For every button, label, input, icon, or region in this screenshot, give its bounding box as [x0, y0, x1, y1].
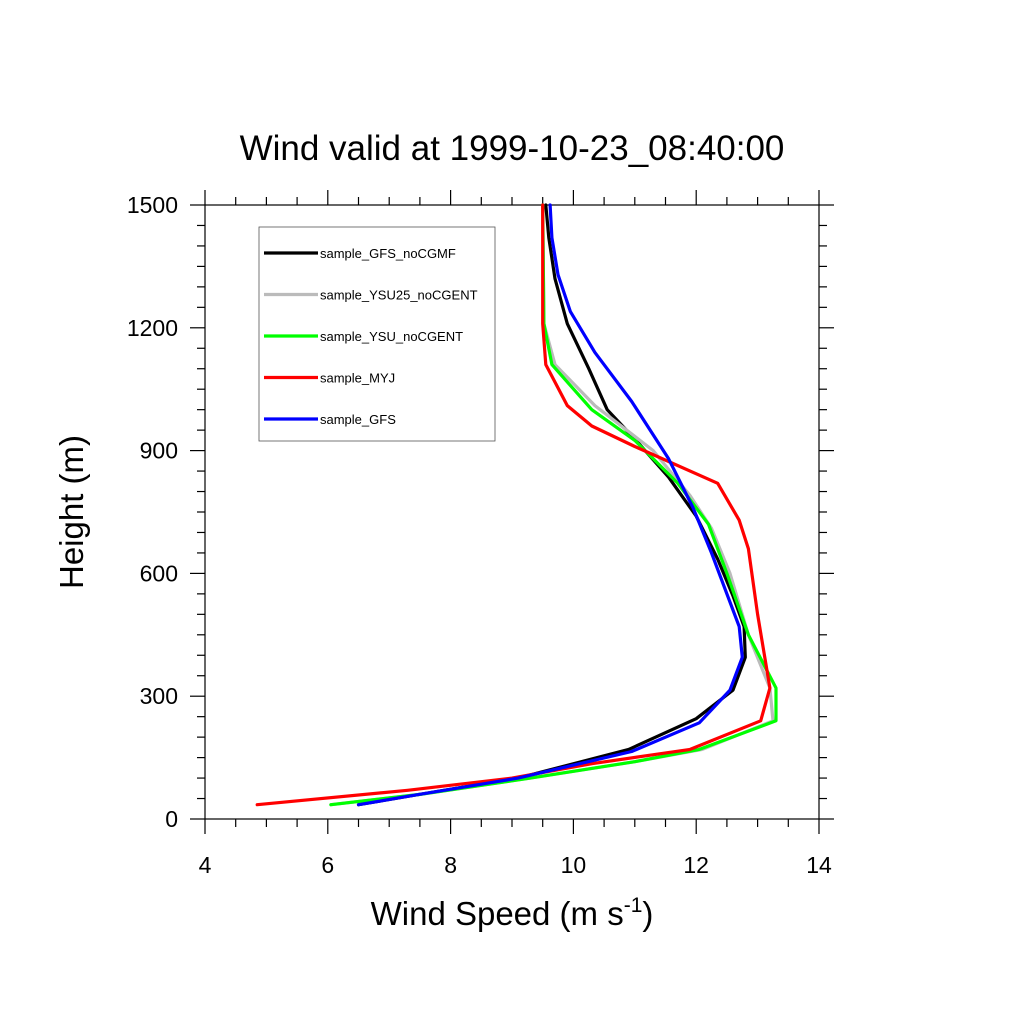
y-tick-label: 900 — [140, 438, 178, 464]
chart-title: Wind valid at 1999-10-23_08:40:00 — [240, 129, 785, 168]
legend-label: sample_YSU_noCGENT — [320, 329, 463, 344]
axis-ticks: 4 6 8 10 12 14 0 300 600 900 1200 1500 — [127, 190, 834, 878]
x-tick-label: 12 — [683, 852, 709, 878]
y-tick-label: 1500 — [127, 192, 178, 218]
x-axis-label-main: Wind Speed (m s — [371, 895, 624, 932]
y-tick-label: 600 — [140, 560, 178, 586]
series-group — [255, 203, 778, 807]
x-axis-label: Wind Speed (m s-1) — [371, 894, 654, 932]
x-tick-label: 10 — [561, 852, 587, 878]
legend-box — [258, 226, 496, 442]
y-tick-label: 1200 — [127, 315, 178, 341]
x-axis-label-sup: -1 — [624, 894, 643, 917]
x-tick-label: 6 — [321, 852, 334, 878]
legend-label: sample_GFS — [320, 412, 396, 427]
x-tick-label: 4 — [199, 852, 212, 878]
series-line-sample_YSU_noCGENT — [329, 203, 778, 807]
legend-label: sample_YSU25_noCGENT — [320, 288, 478, 303]
series-line-sample_GFS_noCGMF — [356, 203, 747, 807]
x-tick-label: 8 — [444, 852, 457, 878]
series-line-sample_GFS — [356, 203, 744, 807]
legend-label: sample_MYJ — [320, 371, 395, 386]
y-tick-label: 0 — [165, 806, 178, 832]
x-axis-label-close: ) — [642, 895, 653, 932]
legend: sample_GFS_noCGMF sample_YSU25_noCGENTsam… — [258, 226, 496, 442]
y-axis-label: Height (m) — [53, 435, 90, 589]
x-tick-label: 14 — [806, 852, 832, 878]
y-tick-label: 300 — [140, 683, 178, 709]
legend-label: sample_GFS_noCGMF — [320, 246, 456, 261]
